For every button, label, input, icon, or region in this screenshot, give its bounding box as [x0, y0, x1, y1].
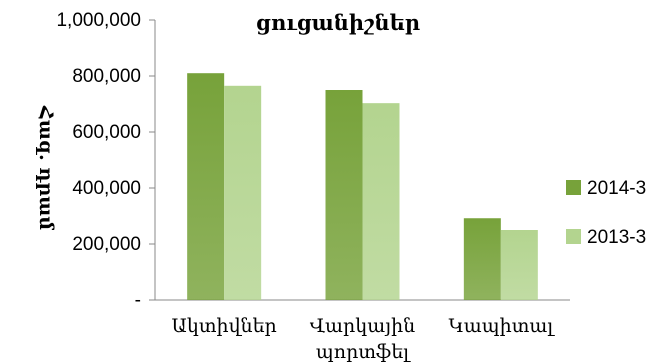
- legend-label: 2013-3: [587, 227, 646, 248]
- category-labels: Ակտիվներ Վարկային պորտֆել Կապիտալ: [172, 315, 556, 362]
- y-tick-label: 600,000: [72, 122, 141, 143]
- bar-2013-3-0: [224, 85, 262, 300]
- bar-2013-3-1: [362, 103, 400, 300]
- y-axis-label: Հազ. դրամ: [35, 105, 57, 230]
- y-tick-label: 200,000: [72, 234, 141, 255]
- category-label: Ակտիվներ: [172, 315, 277, 337]
- bar-2014-3-1: [325, 90, 363, 300]
- category-label: Վարկային պորտֆել: [310, 315, 415, 362]
- y-tick-label: 1,000,000: [56, 10, 141, 31]
- legend-swatch: [566, 229, 581, 244]
- bar-2013-3-2: [500, 230, 538, 300]
- legend-label: 2014-3: [587, 178, 646, 199]
- bar-2014-3-0: [187, 73, 225, 300]
- legend: 2014-3 2013-3: [566, 178, 646, 248]
- category-label: Կապիտալ: [448, 315, 555, 337]
- bar-2014-3-2: [463, 218, 501, 300]
- legend-swatch: [566, 180, 581, 195]
- y-tick-label: 800,000: [72, 66, 141, 87]
- chart-title: ցուցանիշներ: [256, 10, 420, 35]
- y-ticks: - 200,000 400,000 600,000 800,000 1,000,000: [56, 10, 155, 311]
- y-tick-label: 400,000: [72, 178, 141, 199]
- bars: [187, 73, 538, 300]
- y-tick-label: -: [135, 290, 141, 311]
